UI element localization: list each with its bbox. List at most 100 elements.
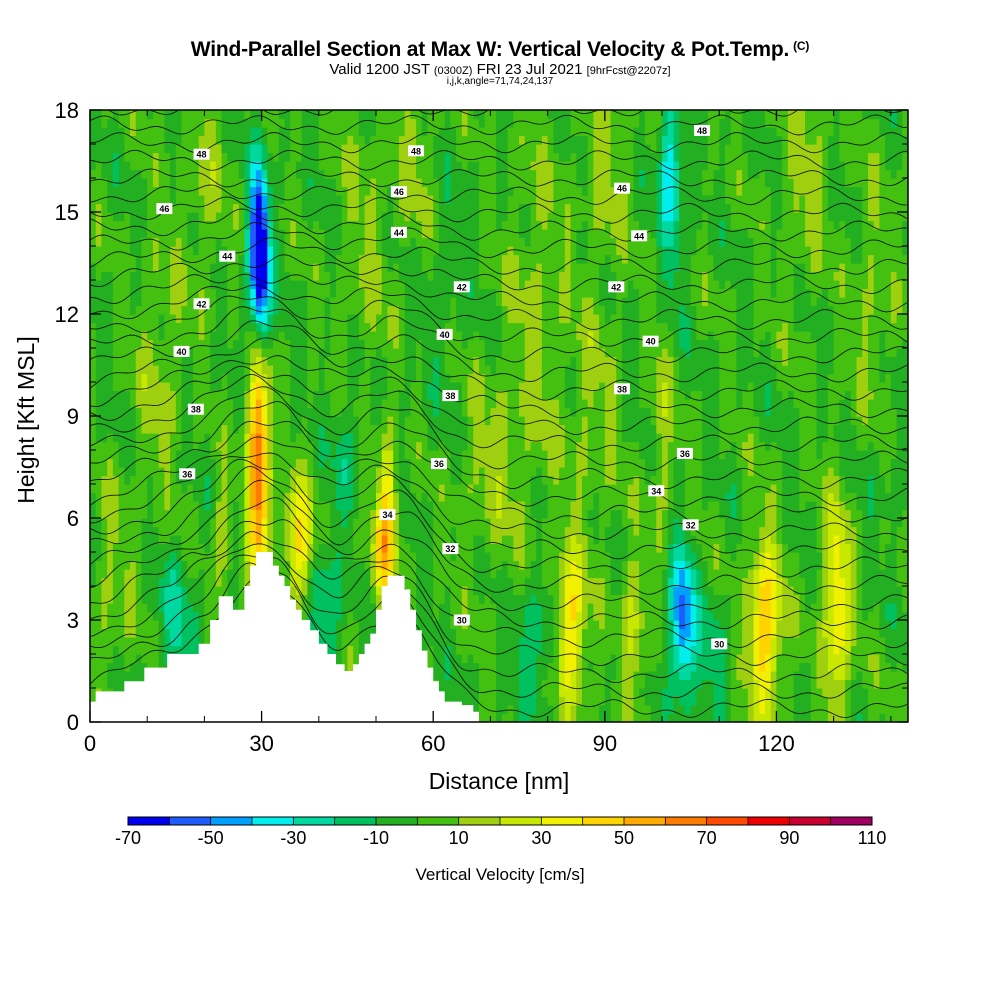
velocity-cell [782,705,789,715]
velocity-cell [650,586,657,596]
velocity-cell [639,654,646,664]
velocity-cell [839,671,846,681]
velocity-cell [639,441,646,451]
velocity-cell [599,569,606,579]
velocity-cell [576,603,583,613]
velocity-cell [318,475,326,485]
velocity-cell [862,713,869,722]
velocity-cell [702,458,709,468]
velocity-cell [885,654,892,664]
velocity-cell [433,475,440,485]
velocity-cell [335,484,343,494]
velocity-cell [650,475,657,485]
velocity-cell [450,509,457,519]
velocity-cell [170,450,177,460]
velocity-cell [467,569,474,579]
velocity-cell [850,620,858,630]
velocity-cell [227,441,234,451]
velocity-cell [747,424,755,434]
velocity-cell [730,705,737,715]
velocity-cell [450,662,457,672]
velocity-cell [616,543,623,553]
velocity-cell [490,662,497,672]
velocity-cell [667,688,675,698]
velocity-cell [461,637,469,647]
velocity-cell [593,543,600,553]
velocity-cell [341,560,349,570]
velocity-cell [845,509,852,519]
velocity-cell [833,458,840,468]
velocity-cell [730,628,737,638]
velocity-cell [827,671,835,681]
velocity-cell [490,620,497,630]
velocity-cell [644,450,652,460]
velocity-cell [879,696,886,706]
velocity-cell [95,467,103,477]
velocity-cell [793,441,800,451]
velocity-cell [684,552,692,562]
velocity-cell [101,569,108,579]
velocity-cell [507,679,514,689]
velocity-cell [656,688,663,698]
velocity-cell [95,484,103,494]
velocity-cell [576,526,583,536]
velocity-cell [742,535,749,545]
velocity-cell [175,569,183,579]
velocity-cell [896,569,903,579]
velocity-cell [799,586,806,596]
velocity-cell [227,433,234,443]
velocity-cell [461,450,469,460]
velocity-cell [135,509,143,519]
velocity-cell [896,458,903,468]
velocity-cell [856,603,863,613]
velocity-cell [810,688,818,698]
velocity-cell [501,467,509,477]
velocity-cell [690,501,697,511]
velocity-cell [553,467,560,477]
velocity-cell [885,501,892,511]
velocity-cell [656,535,663,545]
velocity-cell [627,543,635,553]
velocity-cell [662,654,669,664]
velocity-cell [793,620,800,630]
velocity-cell [616,560,623,570]
velocity-cell [690,603,697,613]
velocity-cell [221,441,228,451]
velocity-cell [679,620,686,630]
velocity-cell [95,518,103,528]
velocity-cell [290,577,297,587]
velocity-cell [101,501,108,511]
velocity-cell [673,543,680,553]
velocity-cell [799,441,806,451]
velocity-cell [444,535,451,545]
velocity-cell [656,509,663,519]
velocity-cell [799,637,806,647]
velocity-cell [353,475,360,485]
velocity-cell [845,671,852,681]
velocity-cell [456,654,463,664]
velocity-cell [444,577,451,587]
velocity-cell [690,696,697,706]
velocity-cell [827,484,835,494]
velocity-cell [536,458,543,468]
velocity-cell [416,492,423,502]
velocity-cell [398,484,406,494]
velocity-cell [770,603,778,613]
velocity-cell [599,501,606,511]
velocity-cell [810,620,818,630]
velocity-cell [438,501,446,511]
velocity-cell [404,543,411,553]
velocity-cell [124,501,131,511]
velocity-cell [536,611,543,621]
velocity-cell [713,628,720,638]
velocity-cell [810,501,818,511]
velocity-cell [524,518,532,528]
velocity-cell [736,662,743,672]
velocity-cell [679,696,686,706]
velocity-cell [662,569,669,579]
velocity-cell [198,450,206,460]
velocity-cell [410,475,417,485]
velocity-cell [101,467,108,477]
velocity-cell [398,467,406,477]
velocity-cell [95,501,103,511]
